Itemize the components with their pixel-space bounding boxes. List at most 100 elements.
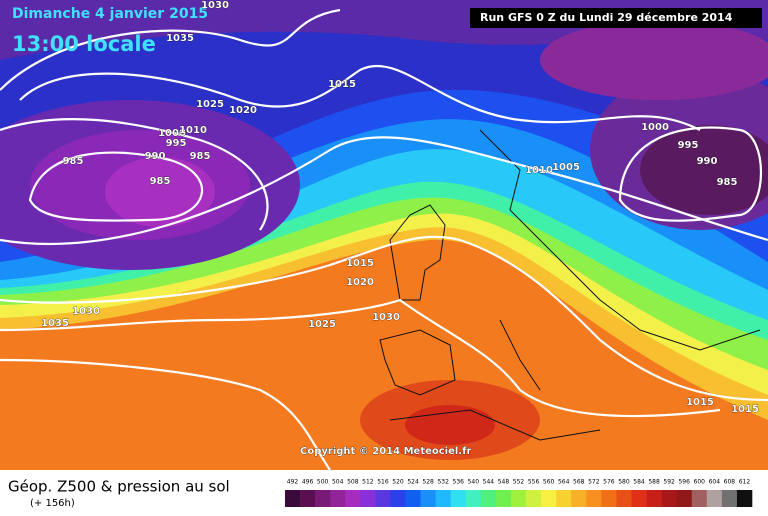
legend-label: 608: [724, 479, 736, 486]
legend-swatch: [676, 490, 693, 507]
legend-swatch: [721, 490, 738, 507]
legend-label: 492: [287, 479, 299, 486]
legend-swatch: [465, 490, 482, 507]
isobar-label: 1010: [179, 125, 207, 136]
legend-swatch: [631, 490, 647, 507]
isobar-label: 1030: [372, 312, 400, 323]
legend-label: 540: [468, 479, 480, 486]
isobar-label: 1035: [41, 318, 69, 329]
legend-label: 592: [663, 479, 675, 486]
legend-swatch: [571, 490, 587, 507]
legend-label: 528: [422, 479, 434, 486]
legend-label: 512: [362, 479, 374, 486]
legend-label: 548: [498, 479, 510, 486]
isobar-label: 1025: [308, 319, 336, 330]
isobar: [0, 298, 721, 418]
legend-swatch: [360, 490, 376, 507]
legend-swatch: [510, 490, 527, 507]
legend-swatch: [330, 490, 346, 507]
legend-label: 520: [392, 479, 404, 486]
legend-label: 504: [332, 479, 344, 486]
legend-swatch: [375, 490, 391, 507]
legend-swatch: [405, 490, 421, 507]
legend-label: 560: [543, 479, 555, 486]
legend-swatch: [706, 490, 723, 507]
isobar-label: 1015: [731, 404, 759, 415]
legend-swatch: [435, 490, 452, 507]
legend-swatch: [691, 490, 708, 507]
forecast-lead: (+ 156h): [30, 498, 75, 509]
isobar-label: 1020: [346, 277, 374, 288]
isobar-label: 1020: [229, 105, 257, 116]
legend-label: 532: [437, 479, 449, 486]
legend-label: 500: [317, 479, 329, 486]
legend-label: 508: [347, 479, 359, 486]
legend-swatch: [390, 490, 406, 507]
isobar-label: 985: [150, 176, 171, 187]
legend-swatch: [300, 490, 316, 507]
legend-label: 596: [678, 479, 690, 486]
isobar-label: 985: [717, 177, 738, 188]
isobar: [19, 64, 701, 131]
isobar-label: 1030: [201, 0, 229, 11]
legend-label: 580: [618, 479, 630, 486]
legend-label: 572: [588, 479, 600, 486]
legend-label: 600: [694, 479, 706, 486]
legend-label: 524: [407, 479, 419, 486]
isobar: [0, 8, 341, 91]
isobar-label: 995: [166, 138, 187, 149]
legend-swatch: [646, 490, 662, 507]
isobar: [0, 358, 331, 471]
isobar-label: 1030: [72, 306, 100, 317]
legend-label: 564: [558, 479, 570, 486]
legend-label: 612: [739, 479, 751, 486]
legend-label: 576: [603, 479, 615, 486]
date-label: Dimanche 4 janvier 2015: [12, 6, 208, 22]
legend-swatch: [495, 490, 512, 507]
legend-label: 604: [709, 479, 721, 486]
legend-swatch: [541, 490, 557, 507]
legend-swatch: [285, 490, 301, 507]
isobar-label: 1015: [686, 397, 714, 408]
high-area: [405, 405, 495, 445]
isobar-label: 1025: [196, 99, 224, 110]
run-label: Run GFS 0 Z du Lundi 29 décembre 2014: [480, 11, 733, 24]
legend-label: 556: [528, 479, 540, 486]
isobar-label: 1015: [328, 79, 356, 90]
legend-swatch: [736, 490, 753, 507]
legend-swatch: [556, 490, 572, 507]
isobar: [0, 235, 768, 402]
legend-swatch: [586, 490, 602, 507]
run-box: [470, 8, 762, 28]
low-area: [540, 20, 768, 100]
legend-label: 584: [633, 479, 645, 486]
isobar-label: 1005: [552, 162, 580, 173]
legend-swatch: [345, 490, 361, 507]
legend-swatch: [420, 490, 436, 507]
legend-label: 568: [573, 479, 585, 486]
isobar-label: 1035: [166, 33, 194, 44]
isobar-label: 985: [190, 151, 211, 162]
low-area: [640, 125, 768, 215]
legend-label: 536: [453, 479, 465, 486]
isobar: [0, 136, 768, 245]
isobar: [28, 151, 203, 222]
legend-swatch: [315, 490, 331, 507]
legend-swatch: [526, 490, 542, 507]
isobar-label: 1015: [346, 258, 374, 269]
legend-swatch: [661, 490, 677, 507]
low-area: [105, 157, 215, 227]
legend-label: 516: [377, 479, 389, 486]
isobar-label: 985: [63, 156, 84, 167]
isobar-label: 995: [678, 140, 699, 151]
isobar-label: 1010: [525, 165, 553, 176]
copyright: Copyright © 2014 Meteociel.fr: [300, 446, 471, 457]
footer-title: Géop. Z500 & pression au sol: [8, 478, 230, 496]
legend-swatch: [480, 490, 497, 507]
legend-label: 552: [513, 479, 525, 486]
legend-label: 544: [483, 479, 495, 486]
isobar-label: 1000: [641, 122, 669, 133]
legend-swatch: [616, 490, 632, 507]
legend-label: 588: [648, 479, 660, 486]
